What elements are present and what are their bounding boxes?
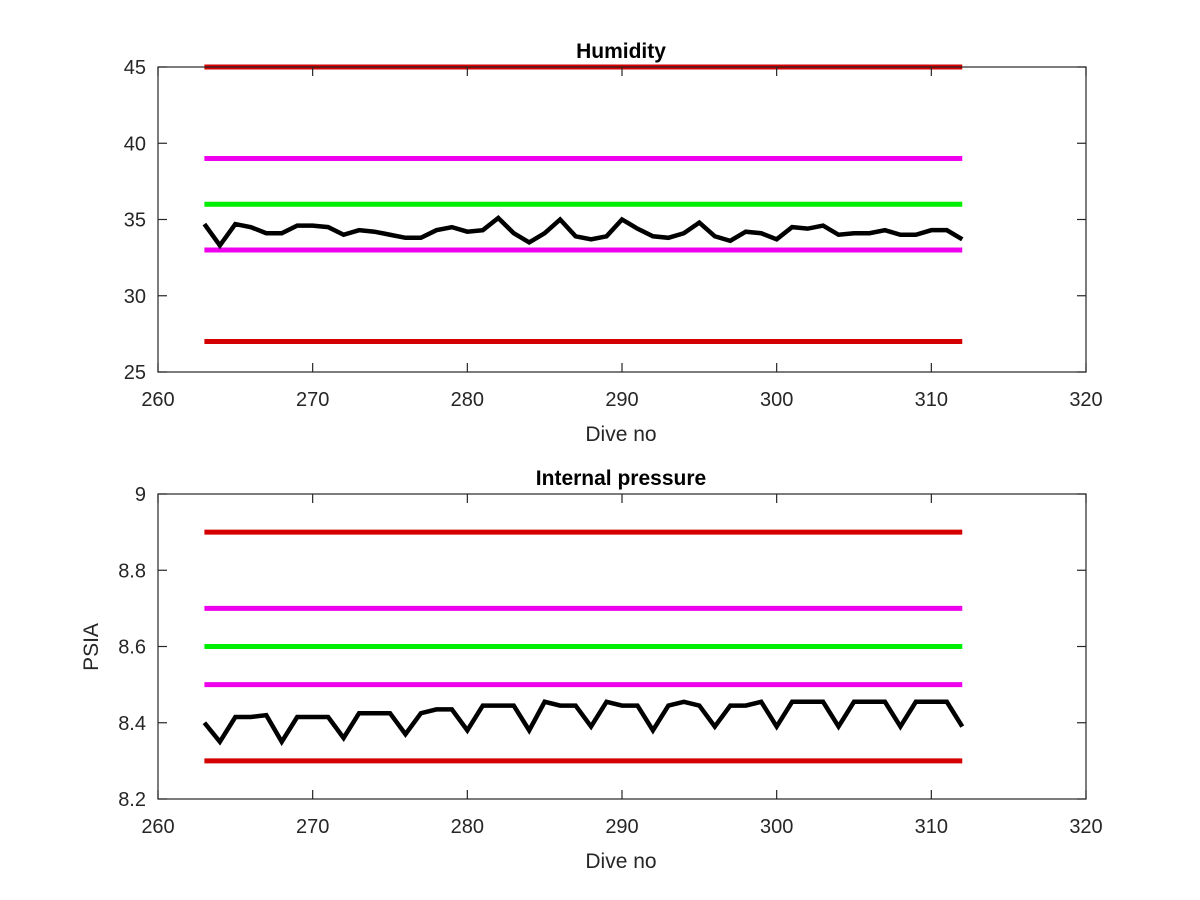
pressure-x-tick-label: 280 <box>451 816 484 838</box>
pressure-y-tick-label: 8.2 <box>118 789 146 811</box>
humidity-x-tick-label: 310 <box>915 389 948 411</box>
humidity-title: Humidity <box>576 40 666 63</box>
pressure-x-tick-label: 270 <box>296 816 329 838</box>
humidity-x-axis-label: Dive no <box>585 423 656 446</box>
pressure-x-tick-label: 320 <box>1069 816 1102 838</box>
pressure-y-tick-label: 8.6 <box>118 637 146 659</box>
humidity-x-ticks: 260 270 280 290 300 310 320 <box>141 67 1103 411</box>
pressure-x-tick-label: 310 <box>915 816 948 838</box>
pressure-x-axis-label: Dive no <box>585 850 656 873</box>
pressure-x-tick-label: 290 <box>605 816 638 838</box>
pressure-series-group <box>202 699 965 747</box>
humidity-series-group <box>202 214 964 250</box>
pressure-y-axis-label: PSIA <box>80 623 103 671</box>
pressure-title: Internal pressure <box>536 467 706 490</box>
humidity-x-tick-label: 300 <box>760 389 793 411</box>
pressure-x-tick-label: 300 <box>760 816 793 838</box>
humidity-x-tick-label: 280 <box>451 389 484 411</box>
pressure-thresholds <box>204 529 963 764</box>
pressure-x-tick-label: 260 <box>141 816 174 838</box>
humidity-y-tick-label: 35 <box>124 210 146 232</box>
humidity-y-ticks: 25 30 35 40 45 <box>124 57 1086 384</box>
humidity-y-tick-label: 30 <box>124 286 146 308</box>
pressure-plot: Internal pressure 260 270 280 290 300 310 320 … <box>80 467 1103 873</box>
humidity-series-line <box>202 214 964 250</box>
pressure-y-tick-label: 8.4 <box>118 713 146 735</box>
humidity-x-tick-label: 320 <box>1069 389 1102 411</box>
pressure-y-ticks: 8.2 8.4 8.6 8.8 9 <box>118 484 1086 811</box>
humidity-x-tick-label: 270 <box>296 389 329 411</box>
humidity-y-tick-label: 40 <box>124 133 146 155</box>
humidity-plot: Humidity 260 270 280 290 300 310 320 25 30 35 40 4… <box>124 40 1103 446</box>
humidity-y-tick-label: 45 <box>124 57 146 79</box>
pressure-x-ticks: 260 270 280 290 300 310 320 <box>141 494 1103 838</box>
humidity-x-tick-label: 290 <box>605 389 638 411</box>
pressure-y-tick-label: 9 <box>135 484 146 506</box>
humidity-x-tick-label: 260 <box>141 389 174 411</box>
humidity-y-tick-label: 25 <box>124 362 146 384</box>
pressure-y-tick-label: 8.8 <box>118 560 146 582</box>
pressure-series-line <box>202 699 965 747</box>
